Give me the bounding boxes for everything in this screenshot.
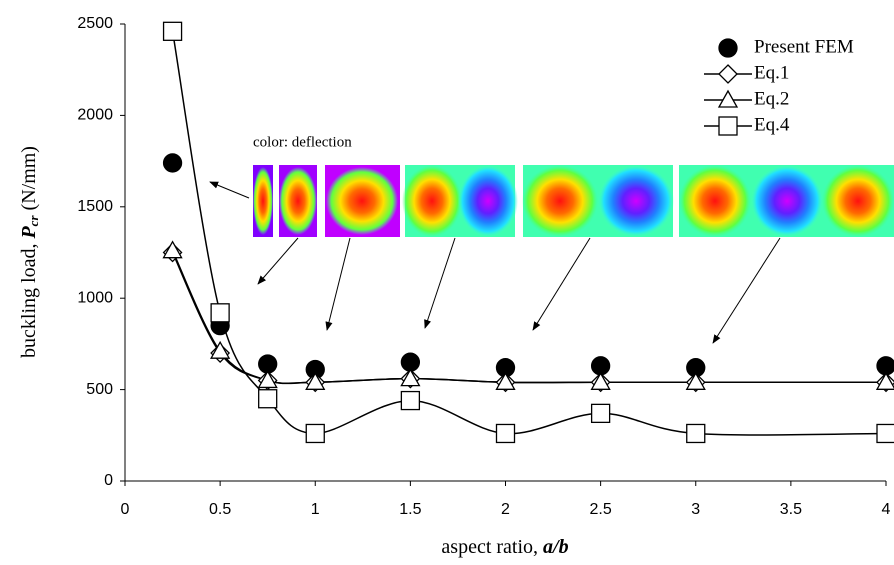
point (162, 153, 183, 173)
x-tick-label: 3.5 (780, 501, 802, 518)
point (305, 371, 326, 390)
point (162, 240, 183, 259)
arrows (209, 181, 781, 344)
deflection-images (253, 165, 894, 237)
point (495, 423, 516, 444)
point (875, 371, 894, 390)
point (258, 389, 278, 409)
y-tick-label: 2000 (77, 107, 113, 124)
y-tick-label: 1500 (77, 198, 113, 215)
y-title-subscript: cr (26, 215, 41, 227)
x-tick-label: 0 (121, 501, 130, 518)
annotation: color: deflection (253, 134, 352, 150)
y-tick-label: 0 (104, 472, 113, 489)
y-tick-label: 500 (86, 381, 113, 398)
x-tick-label: 4 (882, 501, 891, 518)
legend-marker (718, 38, 738, 58)
point (162, 21, 183, 41)
point (210, 303, 230, 323)
x-title-text: aspect ratio, (441, 536, 543, 558)
y-title-text: buckling load, (18, 239, 40, 358)
x-tick-label: 1 (311, 501, 320, 518)
point (257, 370, 278, 389)
y-tick-label: 2500 (77, 15, 113, 32)
point (305, 423, 325, 444)
point (495, 371, 516, 390)
point (590, 403, 611, 424)
point (590, 371, 611, 390)
legend-marker (717, 89, 739, 108)
legend-label: Eq.1 (754, 62, 789, 83)
legend: Present FEM Eq.1 Eq.2 Eq.4 (704, 36, 854, 136)
point (400, 368, 421, 387)
x-title-symbol: a/b (543, 536, 569, 558)
x-tick-label: 2 (501, 501, 510, 518)
point (876, 356, 894, 376)
series-line (171, 250, 886, 385)
point (686, 423, 706, 444)
legend-marker (718, 64, 738, 84)
x-tick-label: 0.5 (209, 501, 231, 518)
y-tick-label: 1000 (77, 289, 113, 306)
legend-label: Eq.2 (754, 88, 789, 109)
legend-marker (718, 116, 738, 136)
y-title-unit: (N/mm) (18, 146, 40, 215)
y-axis-title: buckling load, Pcr (N/mm) (18, 146, 41, 358)
x-axis-title: aspect ratio, a/b (441, 536, 568, 558)
point (210, 340, 231, 359)
y-title-symbol: P (18, 226, 40, 240)
x-tick-label: 2.5 (590, 501, 612, 518)
legend-label: Eq.4 (754, 114, 790, 135)
legend-label: Present FEM (754, 36, 854, 57)
series-line (171, 252, 886, 385)
x-tick-label: 1.5 (399, 501, 421, 518)
point (400, 390, 421, 411)
point (876, 423, 894, 444)
x-tick-label: 3 (691, 501, 700, 518)
point (685, 371, 706, 390)
